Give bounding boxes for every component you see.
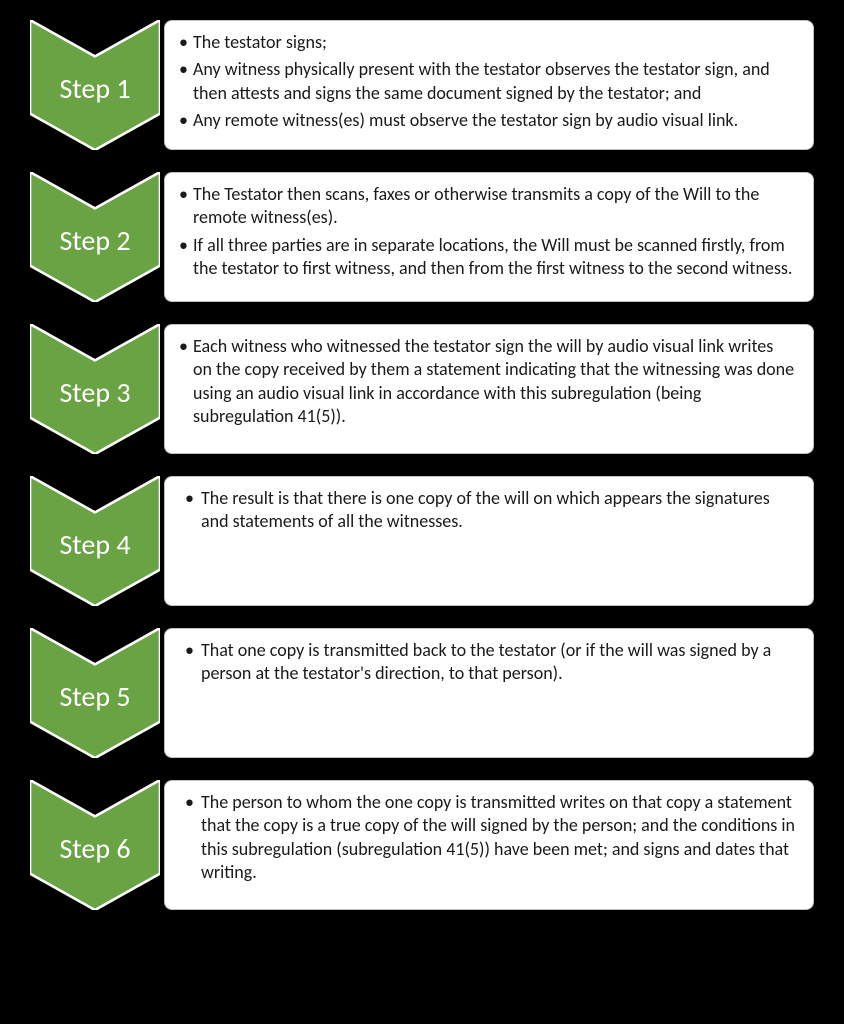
step-label: Step 5: [59, 679, 130, 714]
chevron-container: Step 3: [30, 324, 160, 454]
step-content-box: The result is that there is one copy of …: [164, 476, 814, 606]
bullet-item: The person to whom the one copy is trans…: [179, 791, 795, 885]
chevron-container: Step 5: [30, 628, 160, 758]
bullet-list: The Testator then scans, faxes or otherw…: [179, 183, 795, 285]
step-label: Step 2: [59, 223, 130, 258]
step-row: Step 2 The Testator then scans, faxes or …: [30, 172, 814, 302]
bullet-item: That one copy is transmitted back to the…: [179, 639, 795, 686]
bullet-item: Any remote witness(es) must observe the …: [179, 109, 795, 132]
step-content-box: The person to whom the one copy is trans…: [164, 780, 814, 910]
step-content-box: That one copy is transmitted back to the…: [164, 628, 814, 758]
bullet-list: The testator signs; Any witness physicall…: [179, 31, 795, 137]
chevron-container: Step 4: [30, 476, 160, 606]
chevron-container: Step 2: [30, 172, 160, 302]
step-row: Step 3 Each witness who witnessed the tes…: [30, 324, 814, 454]
chevron-container: Step 6: [30, 780, 160, 910]
step-row: Step 5 That one copy is transmitted back …: [30, 628, 814, 758]
step-label: Step 4: [59, 527, 130, 562]
step-row: Step 1 The testator signs; Any witness phy…: [30, 20, 814, 150]
step-row: Step 6 The person to whom the one copy is…: [30, 780, 814, 910]
bullet-item: The result is that there is one copy of …: [179, 487, 795, 534]
step-label: Step 3: [59, 375, 130, 410]
bullet-item: Each witness who witnessed the testator …: [179, 335, 795, 429]
bullet-item: Any witness physically present with the …: [179, 58, 795, 105]
bullet-list: Each witness who witnessed the testator …: [179, 335, 795, 433]
step-row: Step 4 The result is that there is one co…: [30, 476, 814, 606]
chevron-container: Step 1: [30, 20, 160, 150]
bullet-item: The Testator then scans, faxes or otherw…: [179, 183, 795, 230]
step-label: Step 1: [59, 71, 130, 106]
step-content-box: The Testator then scans, faxes or otherw…: [164, 172, 814, 302]
step-content-box: The testator signs; Any witness physicall…: [164, 20, 814, 150]
step-content-box: Each witness who witnessed the testator …: [164, 324, 814, 454]
bullet-item: If all three parties are in separate loc…: [179, 234, 795, 281]
bullet-item: The testator signs;: [179, 31, 795, 54]
bullet-list: That one copy is transmitted back to the…: [179, 639, 795, 690]
step-label: Step 6: [59, 831, 130, 866]
steps-flowchart: Step 1 The testator signs; Any witness phy…: [30, 20, 814, 910]
bullet-list: The person to whom the one copy is trans…: [179, 791, 795, 889]
bullet-list: The result is that there is one copy of …: [179, 487, 795, 538]
